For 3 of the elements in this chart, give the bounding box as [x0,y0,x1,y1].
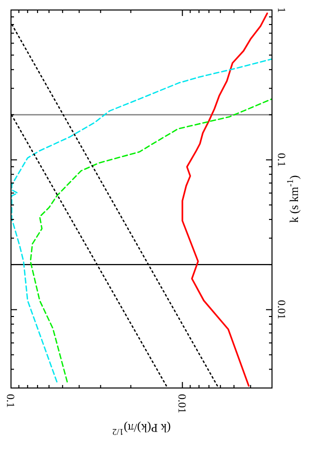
y-tick-label: 0.01 [275,300,287,320]
y-tick-label: 0.1 [275,152,287,167]
y-tick-label: 1 [275,7,287,13]
